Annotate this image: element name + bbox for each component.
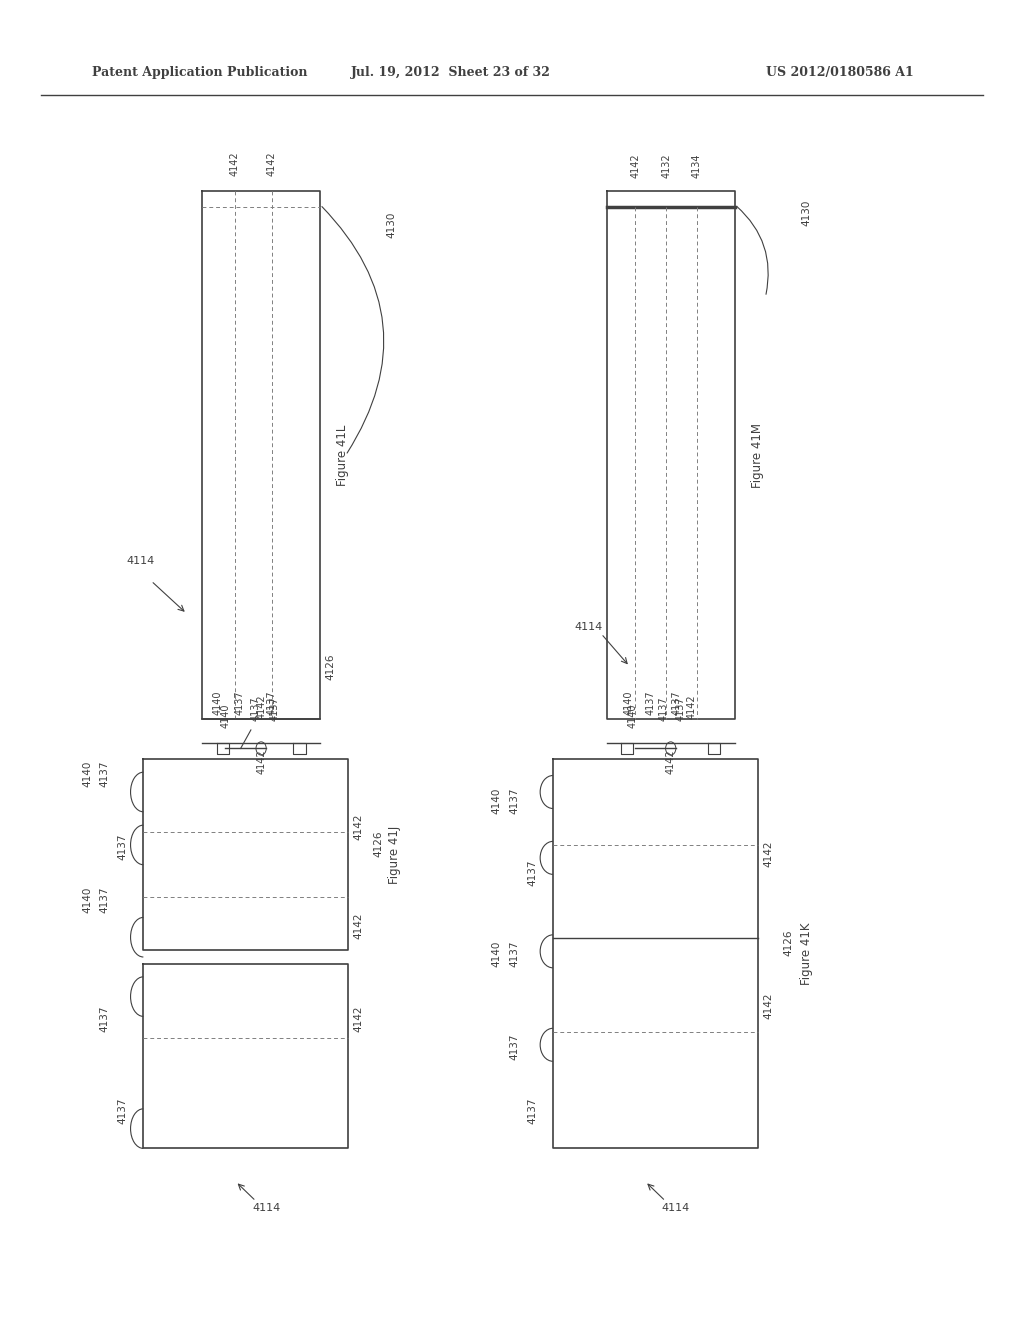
Text: 4142: 4142	[256, 694, 266, 719]
Text: 4137: 4137	[676, 697, 686, 722]
Text: 4142: 4142	[763, 840, 773, 867]
Text: US 2012/0180586 A1: US 2012/0180586 A1	[766, 66, 913, 79]
Text: 4137: 4137	[527, 859, 538, 886]
Text: 4114: 4114	[127, 556, 155, 566]
Text: 4137: 4137	[236, 690, 245, 715]
Text: Figure 41M: Figure 41M	[751, 422, 764, 488]
Text: 4137: 4137	[99, 760, 110, 788]
Text: Figure 41K: Figure 41K	[801, 923, 813, 985]
Text: 4137: 4137	[672, 690, 681, 715]
Text: 4140: 4140	[628, 704, 638, 729]
Text: 4142: 4142	[353, 1005, 364, 1032]
Text: 4126: 4126	[374, 830, 384, 857]
Text: Patent Application Publication: Patent Application Publication	[92, 66, 307, 79]
Text: Figure 41L: Figure 41L	[336, 425, 349, 486]
Text: 4142: 4142	[763, 993, 773, 1019]
Text: 4140: 4140	[492, 940, 502, 966]
Text: 4132: 4132	[662, 153, 671, 178]
Text: 4137: 4137	[118, 834, 128, 861]
Text: 4137: 4137	[509, 940, 519, 966]
Text: 4114: 4114	[662, 1203, 690, 1213]
Text: 4137: 4137	[509, 787, 519, 814]
Text: 4130: 4130	[387, 211, 396, 238]
Text: 4140: 4140	[220, 704, 230, 729]
Text: 4137: 4137	[527, 1097, 538, 1125]
Text: 4140: 4140	[82, 887, 92, 913]
Text: 4140: 4140	[82, 762, 92, 788]
Text: 4114: 4114	[252, 1203, 281, 1213]
Text: 4142: 4142	[230, 150, 240, 176]
Text: 4114: 4114	[574, 622, 603, 632]
Text: 4137: 4137	[118, 1097, 128, 1125]
Text: 4140: 4140	[213, 690, 223, 715]
Text: 4126: 4126	[783, 929, 794, 956]
Text: 4140: 4140	[492, 788, 502, 814]
Text: 4137: 4137	[646, 690, 655, 715]
Text: 4137: 4137	[269, 697, 280, 722]
Text: 4137: 4137	[99, 886, 110, 913]
Text: 4140: 4140	[624, 690, 633, 715]
Text: 4137: 4137	[99, 1005, 110, 1032]
Text: 4137: 4137	[251, 697, 261, 722]
Text: 4137: 4137	[266, 690, 276, 715]
Text: 4130: 4130	[801, 201, 811, 227]
Text: 4142: 4142	[666, 750, 676, 775]
Text: 4134: 4134	[692, 153, 701, 178]
Text: 4142: 4142	[256, 750, 266, 775]
Text: 4142: 4142	[353, 813, 364, 841]
Text: 4142: 4142	[353, 912, 364, 940]
Text: Jul. 19, 2012  Sheet 23 of 32: Jul. 19, 2012 Sheet 23 of 32	[350, 66, 551, 79]
Text: Figure 41J: Figure 41J	[388, 825, 400, 884]
Text: 4126: 4126	[326, 653, 335, 680]
Text: 4142: 4142	[686, 694, 696, 719]
Text: 4142: 4142	[267, 150, 276, 176]
Text: 4142: 4142	[631, 153, 640, 178]
Text: 4137: 4137	[658, 697, 669, 722]
Text: 4137: 4137	[509, 1034, 519, 1060]
